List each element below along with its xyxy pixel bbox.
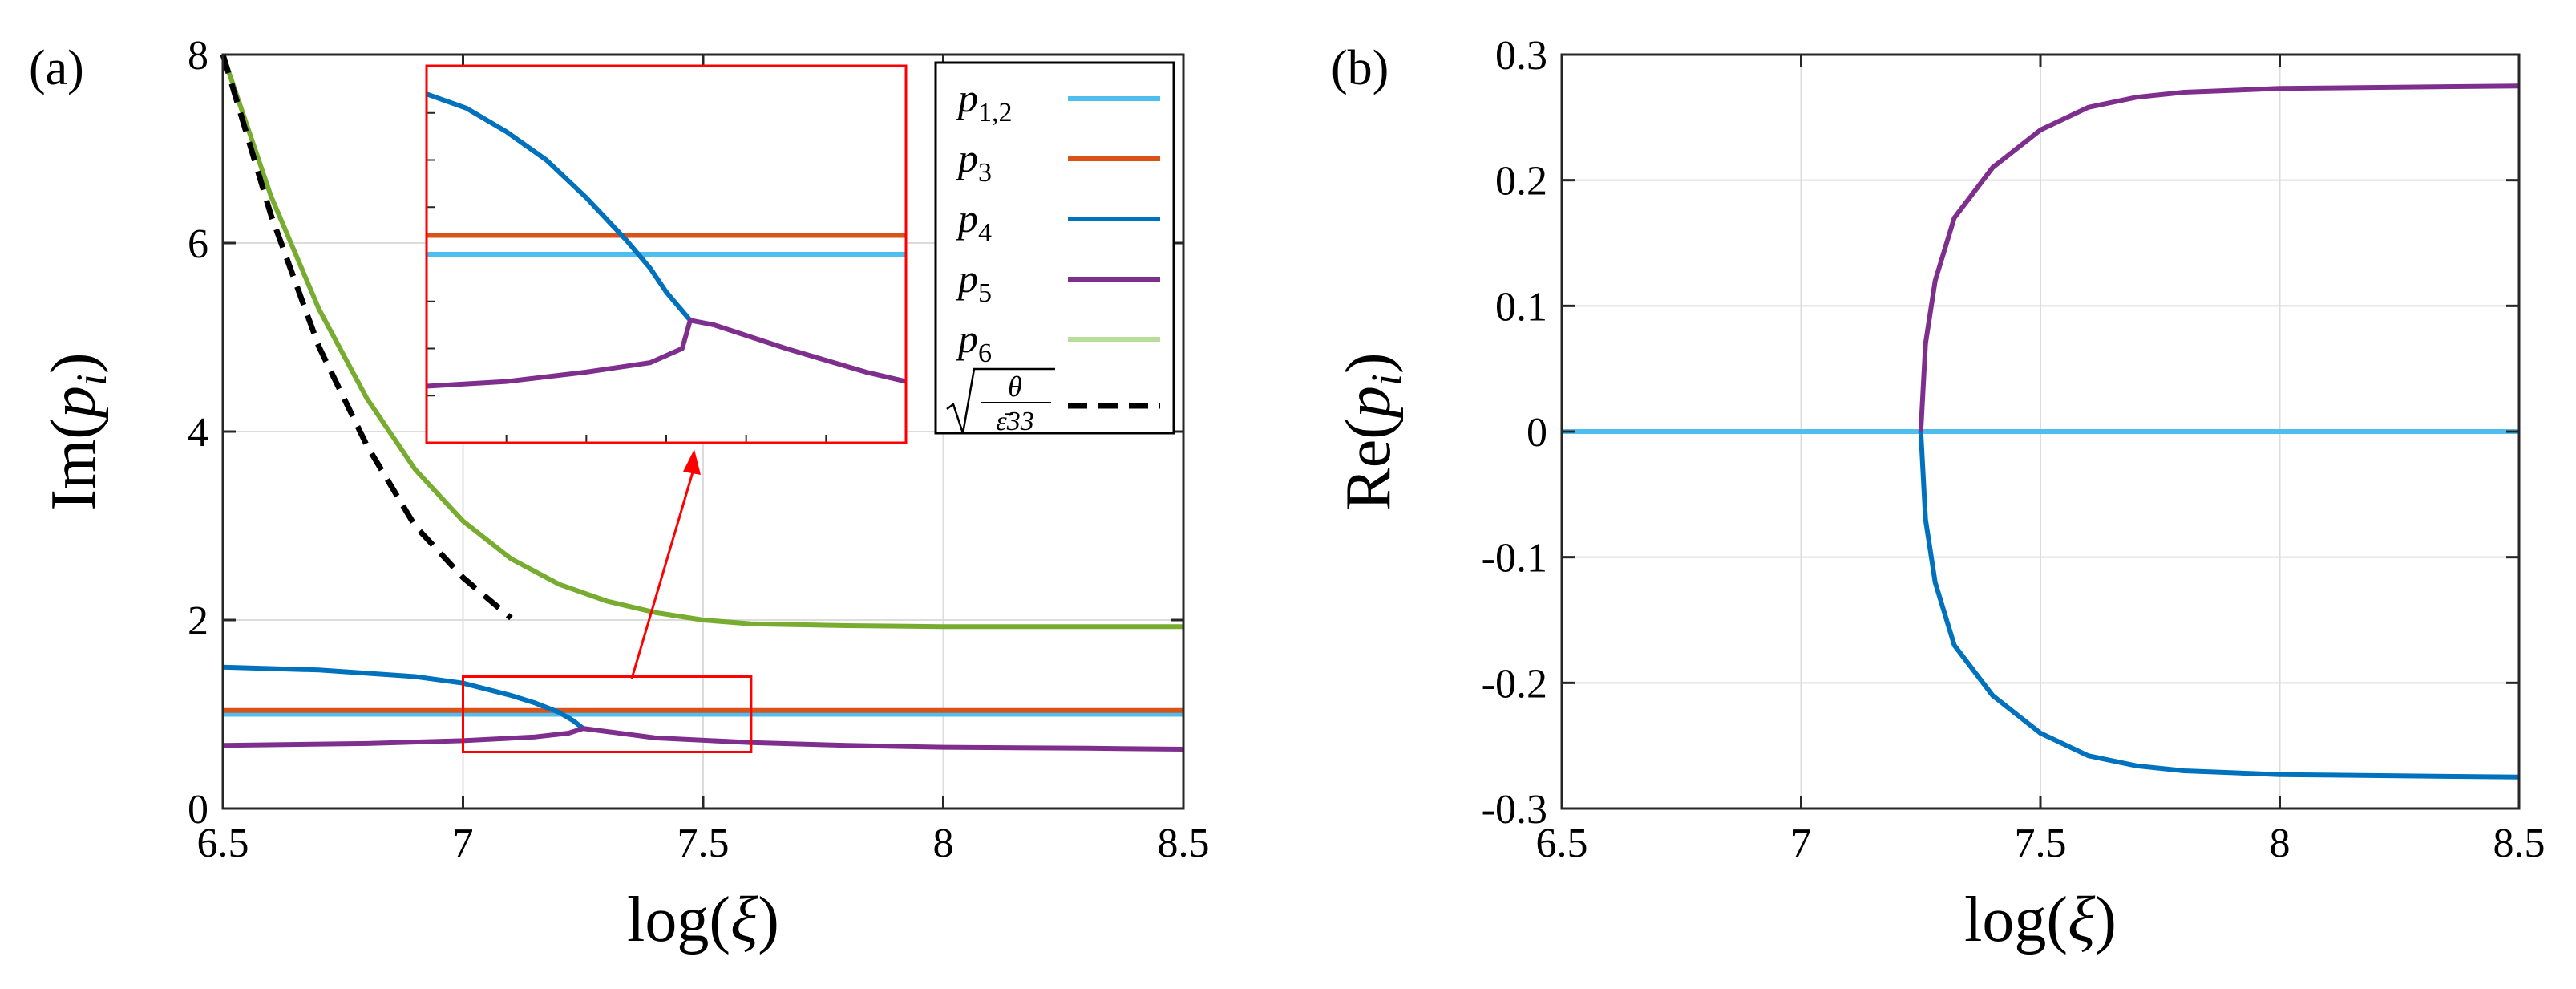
- legend-label: p5: [956, 256, 992, 308]
- y-tick-label: 0.1: [1495, 284, 1547, 330]
- legend-sqrt-group: θ ε̄33: [946, 367, 1055, 436]
- panel-b: 6.5 7 7.5 8 8.5 -0.3 -0.2 -0.1 0 0.1 0.2 0.3 log(ξ)…: [1331, 33, 2546, 955]
- arrow-head: [683, 449, 701, 475]
- x-tick-label: 8: [933, 821, 954, 866]
- inset-plot: [425, 64, 908, 444]
- x-tick-label: 6.5: [197, 821, 249, 866]
- series-a: [220, 53, 1184, 752]
- ticks-a: 6.5 7 7.5 8 8.5 0 2 4 6 8: [188, 33, 1210, 866]
- zoom-arrow: [630, 449, 701, 679]
- legend-label: p4: [956, 196, 992, 248]
- x-axis-label-b: log(ξ): [1964, 885, 2117, 955]
- x-tick-label: 7: [453, 821, 474, 866]
- x-tick-label: 8.5: [1158, 821, 1210, 866]
- inset-line-p4: [425, 91, 693, 322]
- inset-frame: [425, 64, 908, 444]
- zoom-box: [462, 675, 753, 753]
- x-tick-label: 7.5: [2015, 821, 2067, 866]
- y-tick-label: 2: [188, 598, 208, 644]
- legend-label: p3: [956, 136, 992, 188]
- x-tick-label: 8.5: [2493, 821, 2546, 866]
- legend-label: p6: [956, 316, 992, 368]
- y-tick-label: 0.2: [1495, 159, 1547, 205]
- y-tick-label: 8: [188, 33, 208, 79]
- y-tick-label: -0.3: [1482, 787, 1547, 833]
- x-tick-label: 7: [1791, 821, 1812, 866]
- legend-label: p1,2: [956, 75, 1013, 128]
- y-axis-label-b: Re(pi): [1333, 352, 1410, 510]
- ticks-b: 6.5 7 7.5 8 8.5 -0.3 -0.2 -0.1 0 0.1 0.2 0.3: [1482, 33, 2546, 866]
- x-tick-label: 8: [2270, 821, 2291, 866]
- series-line-p4: [222, 664, 585, 731]
- x-tick-label: 7.5: [677, 821, 730, 866]
- y-tick-label: 6: [188, 221, 208, 267]
- y-tick-label: 0.3: [1495, 33, 1547, 79]
- y-tick-label: -0.1: [1482, 536, 1547, 582]
- x-axis-label-a: log(ξ): [627, 885, 779, 955]
- series-line-p5: [222, 726, 1184, 752]
- legend-box: [934, 61, 1175, 435]
- panel-label-b: (b): [1331, 41, 1389, 95]
- y-tick-label: -0.2: [1482, 661, 1547, 707]
- inset-line-p5: [426, 318, 907, 389]
- radical-sign: [946, 367, 1055, 434]
- fraction-numerator: θ: [1008, 371, 1022, 403]
- series-line-p6: [220, 54, 1183, 630]
- series-line-p4: [1918, 431, 2520, 780]
- y-tick-label: 0: [188, 787, 208, 833]
- panel-label-a: (a): [29, 41, 84, 95]
- y-tick-label: 4: [188, 410, 208, 456]
- y-tick-label: 0: [1527, 410, 1547, 456]
- series-b: [1562, 83, 2520, 780]
- arrow-shaft: [630, 466, 696, 679]
- x-tick-label: 6.5: [1536, 821, 1588, 866]
- y-axis-label-a: Im(pi): [38, 352, 115, 510]
- fraction-denominator: ε̄33: [996, 407, 1033, 436]
- panel-a: 6.5 7 7.5 8 8.5 0 2 4 6 8 p1,2 p3 p4 p5 p6 θ ε̄33 log(ξ…: [29, 33, 1210, 955]
- legend: p1,2 p3 p4 p5 p6 θ ε̄33: [934, 61, 1175, 436]
- series-line-approx: [220, 53, 513, 621]
- series-line-p5: [1918, 83, 2520, 432]
